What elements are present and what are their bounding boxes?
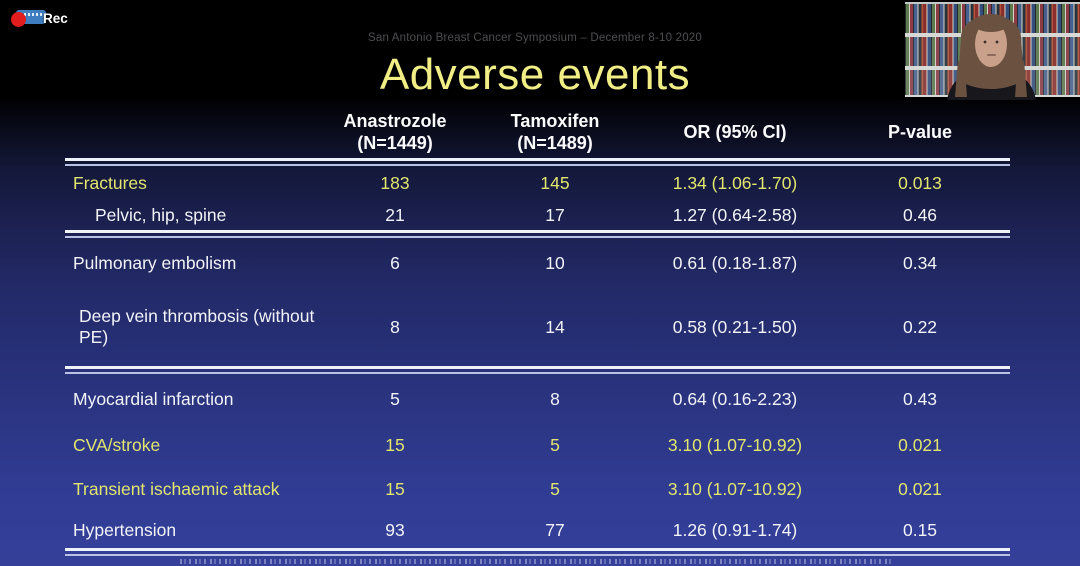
section-divider-line xyxy=(65,230,1010,238)
tamoxifen-value: 77 xyxy=(545,519,565,540)
table-row-fractures: Fractures 183 145 1.34 (1.06-1.70) 0.013 xyxy=(65,166,1010,200)
row-label: Myocardial infarction xyxy=(73,388,234,409)
table-row-hypertension: Hypertension 93 77 1.26 (0.91-1.74) 0.15 xyxy=(65,512,1010,548)
speaker-video xyxy=(897,0,1080,100)
table-row-deep-vein-thrombosis: Deep vein thrombosis (without PE) 8 14 0… xyxy=(65,288,1010,366)
record-dot-icon xyxy=(11,12,26,27)
or-ci-value: 0.61 (0.18-1.87) xyxy=(672,252,798,273)
p-value: 0.021 xyxy=(898,478,942,499)
p-value: 0.46 xyxy=(902,204,938,225)
tamoxifen-value: 10 xyxy=(545,252,565,273)
or-ci-value: 0.58 (0.21-1.50) xyxy=(672,316,798,337)
table-row-pelvic-hip-spine: Pelvic, hip, spine 21 17 1.27 (0.64-2.58… xyxy=(65,200,1010,230)
anastrozole-value: 5 xyxy=(390,388,400,409)
table-row-transient-ischaemic-attack: Transient ischaemic attack 15 5 3.10 (1.… xyxy=(65,466,1010,512)
anastrozole-value: 15 xyxy=(385,434,405,455)
recording-label: Rec xyxy=(43,11,68,26)
p-value: 0.021 xyxy=(898,434,942,455)
p-value: 0.15 xyxy=(902,519,938,540)
or-ci-value: 1.26 (0.91-1.74) xyxy=(672,519,798,540)
recording-indicator: Rec xyxy=(10,8,80,30)
section-divider-line xyxy=(65,366,1010,374)
table-row-cva-stroke: CVA/stroke 15 5 3.10 (1.07-10.92) 0.021 xyxy=(65,424,1010,466)
header-divider-line xyxy=(65,158,1010,166)
or-ci-value: 0.64 (0.16-2.23) xyxy=(672,388,798,409)
or-ci-value: 1.27 (0.64-2.58) xyxy=(672,204,798,225)
row-label: Pelvic, hip, spine xyxy=(95,204,227,225)
or-ci-value: 3.10 (1.07-10.92) xyxy=(667,478,803,499)
col-header-anastrozole: Anastrozole (N=1449) xyxy=(343,111,447,153)
speaker-webcam-thumbnail[interactable] xyxy=(897,0,1080,100)
or-ci-value: 3.10 (1.07-10.92) xyxy=(667,434,803,455)
col-header-p-value: P-value xyxy=(887,122,953,143)
anastrozole-value: 183 xyxy=(380,172,410,193)
tamoxifen-value: 145 xyxy=(540,172,570,193)
tamoxifen-value: 5 xyxy=(550,478,560,499)
table-row-pulmonary-embolism: Pulmonary embolism 6 10 0.61 (0.18-1.87)… xyxy=(65,238,1010,288)
p-value: 0.34 xyxy=(902,252,938,273)
anastrozole-value: 15 xyxy=(385,478,405,499)
slide-title: Adverse events xyxy=(379,50,691,99)
row-label: Hypertension xyxy=(73,519,177,540)
tamoxifen-value: 14 xyxy=(545,316,565,337)
anastrozole-value: 6 xyxy=(390,252,400,273)
bottom-divider-line xyxy=(65,548,1010,556)
col-header-or-ci: OR (95% CI) xyxy=(683,122,787,143)
table-row-myocardial-infarction: Myocardial infarction 5 8 0.64 (0.16-2.2… xyxy=(65,374,1010,424)
row-label: Fractures xyxy=(73,172,147,193)
p-value: 0.43 xyxy=(902,388,938,409)
row-label: Deep vein thrombosis (without PE) xyxy=(79,306,315,347)
tamoxifen-value: 8 xyxy=(550,388,560,409)
col-header-tamoxifen: Tamoxifen (N=1489) xyxy=(510,111,600,153)
footnote-text-cropped xyxy=(180,559,892,564)
p-value: 0.013 xyxy=(898,172,942,193)
adverse-events-table: Anastrozole (N=1449) Tamoxifen (N=1489) … xyxy=(65,108,1010,556)
row-label: Transient ischaemic attack xyxy=(73,478,280,499)
tamoxifen-value: 17 xyxy=(545,204,565,225)
tamoxifen-value: 5 xyxy=(550,434,560,455)
table-header-row: Anastrozole (N=1449) Tamoxifen (N=1489) … xyxy=(65,108,1010,158)
or-ci-value: 1.34 (1.06-1.70) xyxy=(672,172,798,193)
row-label: CVA/stroke xyxy=(73,434,161,455)
row-label: Pulmonary embolism xyxy=(73,252,237,273)
anastrozole-value: 8 xyxy=(390,316,400,337)
conference-name: San Antonio Breast Cancer Symposium – De… xyxy=(367,32,702,44)
anastrozole-value: 21 xyxy=(385,204,405,225)
p-value: 0.22 xyxy=(902,316,938,337)
anastrozole-value: 93 xyxy=(385,519,405,540)
